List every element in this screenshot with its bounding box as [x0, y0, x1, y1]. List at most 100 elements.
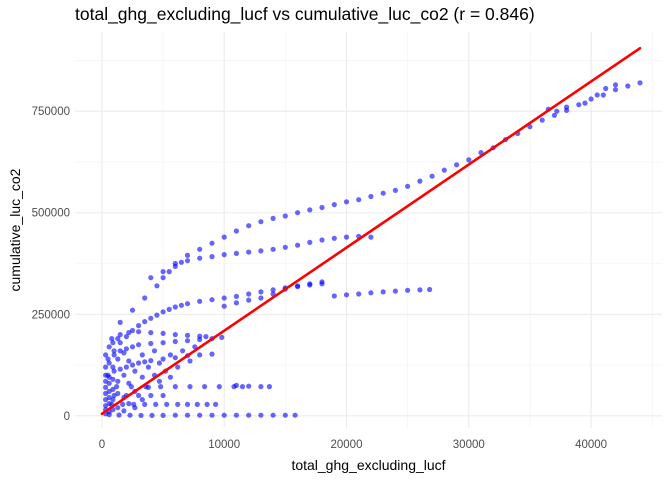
data-point	[106, 360, 112, 366]
data-point	[115, 405, 121, 411]
data-point	[295, 242, 301, 248]
y-tick-labels: 0 250000 500000 750000	[32, 106, 70, 423]
data-point	[136, 392, 142, 399]
data-point	[142, 295, 148, 301]
data-point	[172, 384, 178, 390]
x-tick-label: 20000	[330, 439, 362, 451]
data-point	[172, 332, 178, 338]
data-point	[221, 295, 227, 301]
data-point	[148, 330, 154, 336]
data-point	[307, 281, 313, 287]
data-point	[209, 351, 215, 357]
regression-line	[100, 46, 642, 416]
data-point	[368, 290, 374, 296]
data-point	[454, 162, 460, 168]
data-point	[266, 384, 272, 390]
data-point	[246, 383, 252, 389]
data-point	[114, 384, 120, 390]
data-point	[160, 309, 166, 315]
data-point	[204, 401, 210, 407]
data-point	[129, 327, 136, 334]
data-point	[270, 287, 276, 293]
data-point	[184, 401, 191, 407]
data-point	[110, 386, 116, 392]
data-point	[258, 248, 264, 254]
data-point	[139, 374, 145, 380]
data-point	[282, 244, 288, 250]
data-point	[172, 355, 178, 361]
data-point	[106, 401, 112, 407]
data-point	[582, 100, 588, 106]
data-point	[625, 83, 631, 89]
data-point	[356, 197, 362, 203]
data-point	[156, 378, 162, 384]
data-point	[233, 228, 239, 234]
data-point	[156, 360, 162, 366]
data-point	[142, 401, 148, 407]
data-point	[172, 338, 178, 345]
data-point	[120, 401, 126, 407]
scatter-points	[103, 80, 643, 418]
data-point	[368, 193, 374, 200]
data-point	[148, 315, 154, 321]
data-point	[154, 283, 160, 289]
data-point	[121, 372, 127, 378]
data-point	[392, 288, 398, 294]
data-point	[142, 319, 148, 325]
data-point	[551, 112, 558, 118]
data-point	[123, 364, 129, 370]
data-point	[106, 380, 112, 386]
data-point	[380, 190, 386, 196]
data-point	[466, 157, 472, 163]
data-point	[258, 384, 264, 390]
data-point	[116, 412, 122, 418]
major-gridlines	[75, 32, 662, 428]
data-point	[246, 249, 252, 255]
data-point	[184, 301, 191, 307]
data-point	[246, 297, 252, 303]
data-point	[184, 258, 191, 264]
data-point	[417, 287, 423, 293]
data-point	[603, 85, 609, 92]
data-point	[258, 219, 264, 225]
data-point	[184, 332, 191, 338]
data-point	[192, 344, 198, 350]
y-tick-label: 250000	[32, 309, 70, 321]
data-point	[111, 368, 117, 374]
data-point	[132, 368, 138, 374]
data-point	[233, 300, 239, 306]
data-point	[441, 167, 447, 173]
data-point	[209, 412, 215, 418]
y-tick-label: 500000	[32, 208, 70, 220]
data-point	[110, 340, 116, 346]
x-axis-title: total_ghg_excluding_lucf	[291, 457, 445, 473]
data-point	[129, 362, 136, 368]
data-point	[246, 223, 252, 229]
data-point	[307, 239, 313, 245]
data-point	[270, 246, 276, 252]
data-point	[233, 293, 239, 299]
data-point	[129, 344, 136, 350]
data-point	[202, 384, 208, 390]
data-point	[233, 250, 239, 256]
data-point	[197, 333, 203, 339]
data-point	[110, 397, 116, 403]
data-point	[209, 254, 215, 260]
data-point	[111, 352, 117, 358]
data-point	[117, 332, 123, 338]
x-tick-label: 30000	[453, 439, 485, 451]
data-point	[160, 269, 166, 275]
data-point	[180, 348, 186, 354]
y-axis-title: cumulative_luc_co2	[7, 168, 23, 291]
data-point	[136, 360, 142, 366]
data-point	[197, 298, 203, 304]
data-point	[209, 240, 215, 246]
data-point	[343, 234, 350, 240]
data-point	[160, 412, 166, 418]
data-point	[136, 342, 142, 348]
data-point	[307, 207, 313, 213]
data-point	[187, 384, 193, 390]
data-point	[319, 204, 325, 211]
data-point	[126, 401, 132, 407]
